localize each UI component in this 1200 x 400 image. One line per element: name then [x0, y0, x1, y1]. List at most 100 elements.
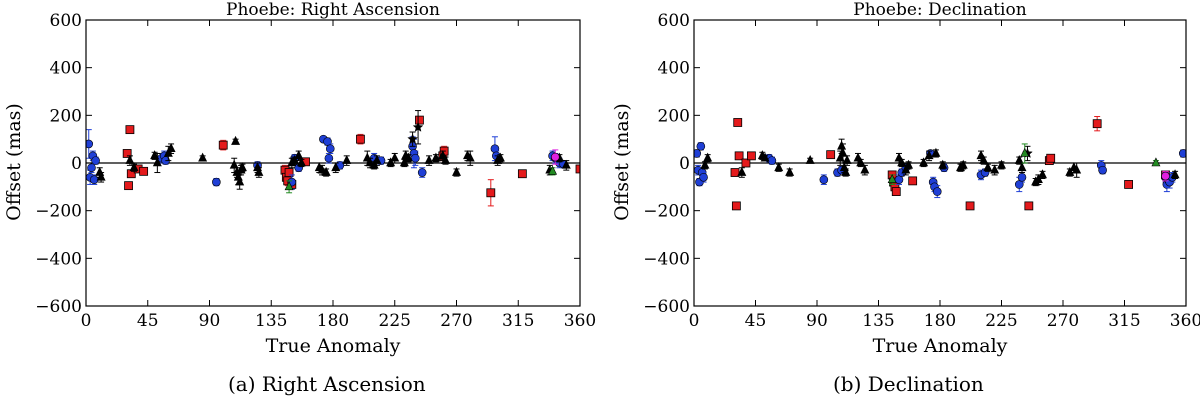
y-tick-label: 600 — [658, 11, 690, 31]
data-point-triangle — [390, 152, 400, 162]
data-point-triangle — [231, 135, 241, 145]
panel-declination: Phoebe: Declination True Anomaly Offset … — [611, 0, 1200, 357]
data-point-triangle — [1151, 157, 1161, 167]
y-tick-label: 400 — [658, 59, 690, 79]
y-tick-label: 400 — [50, 59, 82, 79]
data-point-square — [734, 151, 744, 161]
ticks: 0 45 90 135 180 225 270 315 360 −600 −400 −200 0 200 4… — [643, 11, 1200, 331]
data-point-circle — [1098, 165, 1107, 175]
data-point-triangle — [294, 150, 304, 160]
data-point-triangle — [938, 159, 948, 169]
data-point-triangle — [342, 154, 352, 164]
x-tick-label: 315 — [502, 311, 534, 331]
x-tick-label: 180 — [924, 311, 956, 331]
x-tick-label: 360 — [564, 311, 596, 331]
data-point-triangle — [1014, 154, 1024, 164]
data-point-circle — [1178, 149, 1186, 158]
plot-frame — [693, 19, 1187, 307]
data-point-triangle — [785, 166, 795, 176]
y-tick-label: 600 — [50, 11, 82, 31]
data-point-triangle — [441, 154, 451, 164]
y-tick-label: 0 — [679, 154, 690, 174]
data-point-triangle — [331, 162, 341, 172]
data-point-circle — [932, 187, 942, 196]
data-point-square — [965, 201, 975, 211]
data-points — [694, 116, 1186, 211]
data-point-triangle — [1072, 164, 1082, 174]
x-tick-label: 90 — [199, 311, 221, 331]
y-tick-label: 200 — [50, 106, 82, 126]
data-point-circle — [694, 149, 702, 158]
data-point-square — [139, 166, 149, 176]
data-point-triangle — [284, 181, 294, 191]
data-point-triangle — [842, 154, 852, 164]
data-point-triangle — [495, 152, 505, 162]
caption-b: (b) Declination — [833, 372, 984, 396]
data-point-circle — [86, 139, 94, 149]
data-point-square — [124, 181, 133, 191]
y-tick-label: −400 — [643, 249, 690, 269]
data-point-triangle — [431, 152, 441, 162]
data-point-square — [731, 201, 741, 211]
data-point-triangle — [369, 159, 379, 169]
data-point-circle — [1017, 173, 1027, 182]
data-point-triangle — [860, 164, 870, 174]
data-point-triangle — [403, 152, 413, 162]
x-tick-label: 315 — [1108, 311, 1140, 331]
data-point-triangle — [897, 157, 907, 167]
data-point-triangle — [983, 162, 993, 172]
data-point-triangle — [1017, 162, 1027, 172]
data-point-square — [1046, 153, 1056, 163]
y-axis-label: Offset (mas) — [3, 103, 25, 221]
x-axis-label: True Anomaly — [873, 335, 1008, 357]
y-tick-label: −200 — [643, 202, 690, 222]
data-point-square — [125, 125, 135, 135]
x-axis-label: True Anomaly — [266, 335, 401, 357]
data-point-triangle — [990, 164, 1000, 174]
data-point-triangle — [321, 166, 331, 176]
data-point-triangle — [997, 159, 1006, 169]
y-tick-label: −400 — [35, 249, 82, 269]
data-point-triangle — [760, 152, 770, 162]
data-point-square — [1024, 201, 1034, 211]
data-point-circle — [91, 156, 100, 165]
data-point-triangle — [703, 152, 713, 162]
data-point-triangle — [452, 166, 461, 176]
data-point-square — [517, 169, 527, 179]
data-point-triangle — [805, 154, 815, 164]
data-point-triangle — [235, 176, 245, 186]
data-point-triangle — [1020, 147, 1030, 157]
y-tick-label: 200 — [658, 106, 690, 126]
data-point-triangle — [837, 140, 847, 150]
data-point-triangle — [838, 147, 848, 157]
data-point-square — [891, 187, 901, 197]
y-tick-label: −600 — [35, 297, 82, 317]
data-point-square — [733, 118, 743, 127]
data-point-circle — [1161, 171, 1170, 181]
data-point-circle — [696, 142, 706, 151]
data-point-triangle — [424, 154, 434, 164]
data-point-triangle — [774, 162, 784, 172]
data-point-square — [356, 134, 365, 144]
data-point-triangle — [1038, 169, 1047, 179]
data-point-square — [486, 188, 496, 198]
data-point-triangle — [1170, 169, 1180, 179]
data-points — [86, 110, 580, 207]
data-point-triangle — [561, 159, 571, 169]
data-point-star — [412, 121, 424, 132]
x-tick-label: 225 — [379, 311, 411, 331]
data-point-circle — [87, 163, 96, 173]
data-point-triangle — [887, 174, 897, 183]
data-point-triangle — [924, 150, 934, 160]
y-tick-label: −600 — [643, 297, 690, 317]
data-point-square — [575, 164, 580, 174]
y-tick-label: 0 — [71, 154, 82, 174]
data-point-triangle — [835, 152, 845, 162]
data-point-square — [218, 140, 228, 150]
x-tick-label: 135 — [255, 311, 287, 331]
data-point-triangle — [152, 157, 162, 167]
data-point-triangle — [229, 159, 239, 169]
x-tick-label: 270 — [440, 311, 472, 331]
y-tick-label: −200 — [35, 202, 82, 222]
x-tick-label: 45 — [745, 311, 767, 331]
